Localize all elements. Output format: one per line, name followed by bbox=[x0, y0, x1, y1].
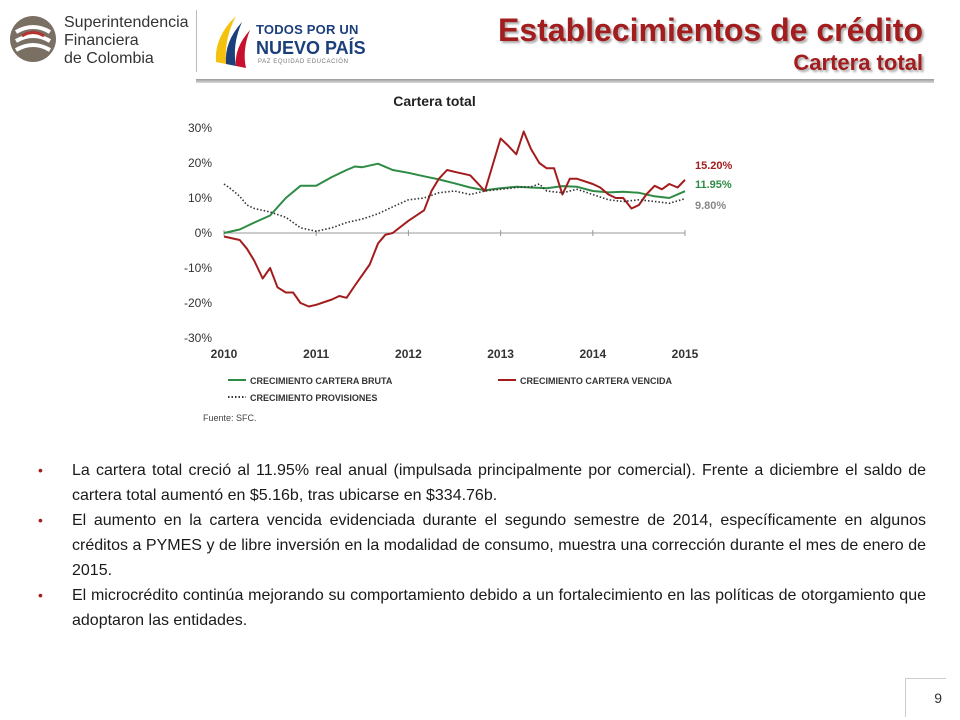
chart-source: Fuente: SFC. bbox=[203, 413, 257, 423]
bullet-text: El microcrédito continúa mejorando su co… bbox=[72, 587, 926, 629]
bullet-item: • La cartera total creció al 11.95% real… bbox=[36, 458, 926, 508]
sfc-logo: Superintendencia Financiera de Colombia bbox=[8, 10, 193, 72]
y-tick-label: 10% bbox=[188, 191, 212, 205]
y-tick-label: 20% bbox=[188, 156, 212, 170]
chart-title: Cartera total bbox=[393, 93, 475, 109]
page-number: 9 bbox=[934, 690, 942, 706]
gov-logo-line-2: NUEVO PAÍS bbox=[256, 38, 366, 58]
sfc-logo-line-2: Financiera bbox=[64, 32, 139, 49]
header-rule bbox=[196, 79, 934, 83]
series-line-1 bbox=[223, 130, 686, 308]
x-tick-label: 2012 bbox=[395, 347, 422, 361]
sfc-logo-line-1: Superintendencia bbox=[64, 14, 189, 31]
bullet-text: El aumento en la cartera vencida evidenc… bbox=[72, 512, 926, 579]
bullet-dot-icon: • bbox=[38, 462, 43, 478]
x-tick-label: 2013 bbox=[487, 347, 514, 361]
gov-logo-line-3: PAZ EQUIDAD EDUCACIÓN bbox=[258, 59, 349, 65]
series-end-label: 9.80% bbox=[695, 200, 726, 212]
y-tick-label: 0% bbox=[195, 226, 213, 240]
slide-title: Establecimientos de crédito bbox=[497, 12, 923, 48]
y-tick-label: 30% bbox=[188, 121, 212, 135]
bullet-dot-icon: • bbox=[38, 512, 43, 528]
bullet-item: • El aumento en la cartera vencida evide… bbox=[36, 508, 926, 583]
series-end-label: 15.20% bbox=[695, 160, 733, 172]
sfc-logo-line-3: de Colombia bbox=[64, 50, 154, 67]
gov-logo-line-1: TODOS POR UN bbox=[256, 22, 359, 37]
cartera-total-chart: Cartera total 30% 20% 10% 0% -10% -20% -30% 2010… bbox=[184, 93, 733, 423]
y-tick-label: -30% bbox=[184, 331, 212, 345]
slide-subtitle: Cartera total bbox=[793, 50, 923, 75]
x-tick-label: 2015 bbox=[672, 347, 699, 361]
header-divider bbox=[196, 10, 197, 72]
government-logo: TODOS POR UN NUEVO PAÍS PAZ EQUIDAD EDUC… bbox=[210, 10, 366, 72]
legend-label: CRECIMIENTO PROVISIONES bbox=[250, 393, 377, 403]
legend-label: CRECIMIENTO CARTERA BRUTA bbox=[250, 376, 393, 386]
sfc-seal-icon bbox=[10, 16, 56, 62]
y-tick-label: -20% bbox=[184, 296, 212, 310]
series-end-label: 11.95% bbox=[695, 179, 732, 191]
page-number-frame bbox=[905, 678, 946, 717]
y-tick-label: -10% bbox=[184, 261, 212, 275]
legend-label: CRECIMIENTO CARTERA VENCIDA bbox=[520, 376, 673, 386]
bullet-dot-icon: • bbox=[38, 587, 43, 603]
colombia-flag-swoosh-icon bbox=[215, 16, 250, 68]
series-line-2 bbox=[223, 183, 686, 233]
bullet-item: • El microcrédito continúa mejorando su … bbox=[36, 583, 926, 633]
x-tick-label: 2011 bbox=[303, 347, 329, 361]
bullet-list: • La cartera total creció al 11.95% real… bbox=[36, 458, 926, 633]
x-tick-label: 2010 bbox=[211, 347, 238, 361]
x-tick-label: 2014 bbox=[579, 347, 606, 361]
bullet-text: La cartera total creció al 11.95% real a… bbox=[72, 462, 926, 504]
